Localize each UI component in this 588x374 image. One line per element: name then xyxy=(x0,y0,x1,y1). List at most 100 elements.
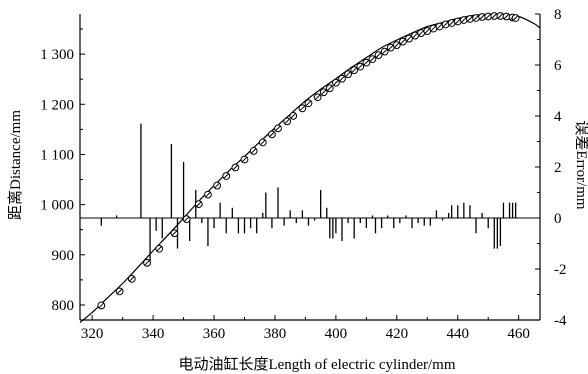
data-point xyxy=(484,12,493,21)
data-point-cross xyxy=(357,63,363,70)
data-point xyxy=(380,47,389,56)
measured-points xyxy=(97,12,520,310)
data-point xyxy=(143,258,151,267)
data-point xyxy=(405,34,413,43)
right-y-tick-label: -2 xyxy=(554,262,567,278)
data-point-cross xyxy=(223,173,229,179)
data-point-cross xyxy=(232,164,239,171)
data-point-cross xyxy=(250,148,257,154)
data-point-cross xyxy=(491,13,498,19)
x-tick-label: 320 xyxy=(81,326,104,342)
data-point-cross xyxy=(171,230,178,236)
axes xyxy=(79,14,541,321)
fit-curve xyxy=(79,13,541,323)
data-point-cross xyxy=(333,79,339,86)
data-point xyxy=(231,163,240,172)
data-point xyxy=(374,51,383,60)
data-point xyxy=(356,62,365,71)
data-point-cross xyxy=(512,15,519,21)
data-point xyxy=(338,74,346,83)
data-point xyxy=(182,215,191,224)
data-point-cross xyxy=(497,13,504,19)
data-point xyxy=(511,14,520,22)
x-tick-label: 380 xyxy=(264,326,287,342)
data-point-cross xyxy=(412,32,418,39)
right-y-axis-title: 误差Error/mm xyxy=(573,120,588,209)
x-axis-title: 电动油缸长度Length of electric cylinder/mm xyxy=(178,355,455,373)
data-point xyxy=(170,229,179,238)
data-point-cross xyxy=(418,30,424,36)
data-point xyxy=(362,58,371,67)
left-y-tick-label: 1 300 xyxy=(40,47,74,63)
data-point-cross xyxy=(290,113,296,119)
data-point xyxy=(368,55,377,64)
data-point xyxy=(204,190,212,199)
right-y-tick-label: 8 xyxy=(554,7,562,23)
data-point-cross xyxy=(448,20,455,26)
data-point xyxy=(274,124,282,133)
data-point-cross xyxy=(351,67,357,73)
data-point-cross xyxy=(394,42,400,48)
error-bars xyxy=(100,123,517,262)
data-point xyxy=(313,93,322,102)
data-point-cross xyxy=(314,94,321,101)
data-point-cross xyxy=(461,17,467,23)
x-tick-label: 340 xyxy=(142,326,165,342)
data-point xyxy=(392,41,401,50)
data-point xyxy=(472,14,480,22)
data-point-cross xyxy=(299,105,306,112)
data-point xyxy=(258,138,267,147)
left-y-tick-label: 1 100 xyxy=(40,147,74,163)
data-point-cross xyxy=(269,131,275,138)
data-point-cross xyxy=(196,201,202,207)
data-point-cross xyxy=(375,52,382,58)
data-point xyxy=(459,16,468,24)
x-tick-label: 400 xyxy=(325,326,348,342)
data-point xyxy=(331,78,340,87)
data-point xyxy=(319,88,328,97)
data-point-cross xyxy=(241,156,248,163)
data-point xyxy=(155,244,164,253)
data-point-cross xyxy=(430,25,437,32)
right-y-tick-label: 2 xyxy=(554,160,562,176)
data-point-cross xyxy=(339,75,345,82)
data-point-cross xyxy=(369,56,376,62)
data-point xyxy=(268,130,276,139)
data-point xyxy=(97,301,106,310)
data-point-cross xyxy=(503,13,510,20)
data-point-cross xyxy=(436,23,443,30)
data-point-cross xyxy=(275,125,281,132)
right-y-tick-label: 4 xyxy=(554,109,562,125)
right-y-tick-label: 0 xyxy=(554,211,562,227)
data-point-cross xyxy=(479,14,485,20)
data-point xyxy=(344,70,352,79)
data-point xyxy=(194,200,203,209)
data-point-cross xyxy=(442,21,449,28)
data-point-cross xyxy=(305,100,312,107)
left-y-tick-label: 800 xyxy=(52,298,75,314)
data-point-cross xyxy=(156,246,162,252)
data-point-cross xyxy=(400,38,406,45)
x-tick-label: 460 xyxy=(507,326,530,342)
data-point-cross xyxy=(320,89,327,95)
data-point-cross xyxy=(387,44,394,51)
data-point xyxy=(304,99,313,108)
data-point-cross xyxy=(260,139,266,146)
data-point xyxy=(240,155,249,164)
data-point xyxy=(447,19,456,27)
data-point xyxy=(490,12,499,20)
data-point-cross xyxy=(381,48,388,55)
x-tick-label: 440 xyxy=(446,326,469,342)
data-point-cross xyxy=(473,15,479,21)
data-point-cross xyxy=(406,35,412,42)
data-point-cross xyxy=(129,276,135,282)
data-point xyxy=(283,117,292,126)
x-tick-label: 360 xyxy=(203,326,226,342)
data-point-cross xyxy=(284,118,290,125)
left-y-tick-label: 1 200 xyxy=(40,97,74,113)
data-point xyxy=(298,104,307,113)
data-point-cross xyxy=(485,13,491,20)
data-point-cross xyxy=(116,288,123,295)
data-point-cross xyxy=(144,260,150,266)
